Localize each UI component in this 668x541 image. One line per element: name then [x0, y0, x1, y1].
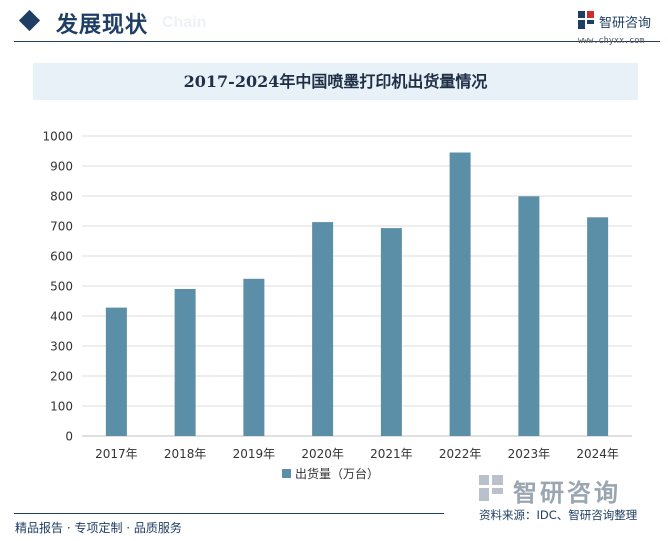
x-tick-label: 2020年 — [301, 447, 344, 461]
header-divider — [14, 41, 660, 42]
bar — [449, 152, 471, 436]
logo-url: www.chyxx.com — [578, 36, 645, 46]
footer-tagline: 精品报告 · 专项定制 · 品质服务 — [15, 521, 182, 535]
bar — [380, 228, 402, 436]
y-tick-label: 500 — [50, 280, 73, 294]
y-tick-label: 0 — [65, 430, 73, 444]
bar — [518, 196, 540, 436]
brand-logo: 智研咨询 www.chyxx.com — [578, 11, 662, 46]
section-title: 发展现状 — [56, 13, 149, 38]
y-tick-label: 1000 — [42, 130, 73, 144]
logo-mark-icon — [479, 475, 503, 501]
x-tick-label: 2019年 — [233, 447, 276, 461]
bar — [312, 222, 334, 436]
chart-title: 2017-2024年中国喷墨打印机出货量情况 — [183, 72, 488, 91]
footer-divider — [14, 513, 444, 514]
source-note: 资料来源：IDC、智研咨询整理 — [479, 508, 638, 522]
bar — [243, 278, 265, 436]
legend-swatch — [282, 469, 291, 478]
section-watermark: Chain — [162, 14, 207, 31]
logo-mark-icon — [578, 11, 594, 29]
y-tick-label: 100 — [50, 400, 73, 414]
logo-text: 智研咨询 — [599, 16, 652, 31]
y-tick-label: 200 — [50, 370, 73, 384]
bottom-logo-text: 智研咨询 — [513, 479, 621, 507]
x-tick-label: 2021年 — [370, 447, 413, 461]
chart-title-band: 2017-2024年中国喷墨打印机出货量情况 — [33, 63, 638, 100]
bottom-logo: 智研咨询 — [479, 473, 649, 507]
y-tick-label: 800 — [50, 190, 73, 204]
x-tick-label: 2022年 — [439, 447, 482, 461]
y-tick-label: 600 — [50, 250, 73, 264]
y-tick-label: 400 — [50, 310, 73, 324]
x-tick-label: 2023年 — [508, 447, 551, 461]
legend-label: 出货量（万台） — [295, 466, 379, 481]
y-tick-label: 300 — [50, 340, 73, 354]
bar — [174, 289, 196, 436]
x-tick-label: 2018年 — [164, 447, 207, 461]
bar — [105, 307, 127, 436]
x-tick-label: 2017年 — [95, 447, 138, 461]
bar — [587, 217, 609, 436]
header: 发展现状 Chain 智研咨询 www.chyxx.com — [0, 0, 668, 46]
y-tick-label: 700 — [50, 220, 73, 234]
y-tick-label: 900 — [50, 160, 73, 174]
x-tick-label: 2024年 — [576, 447, 619, 461]
